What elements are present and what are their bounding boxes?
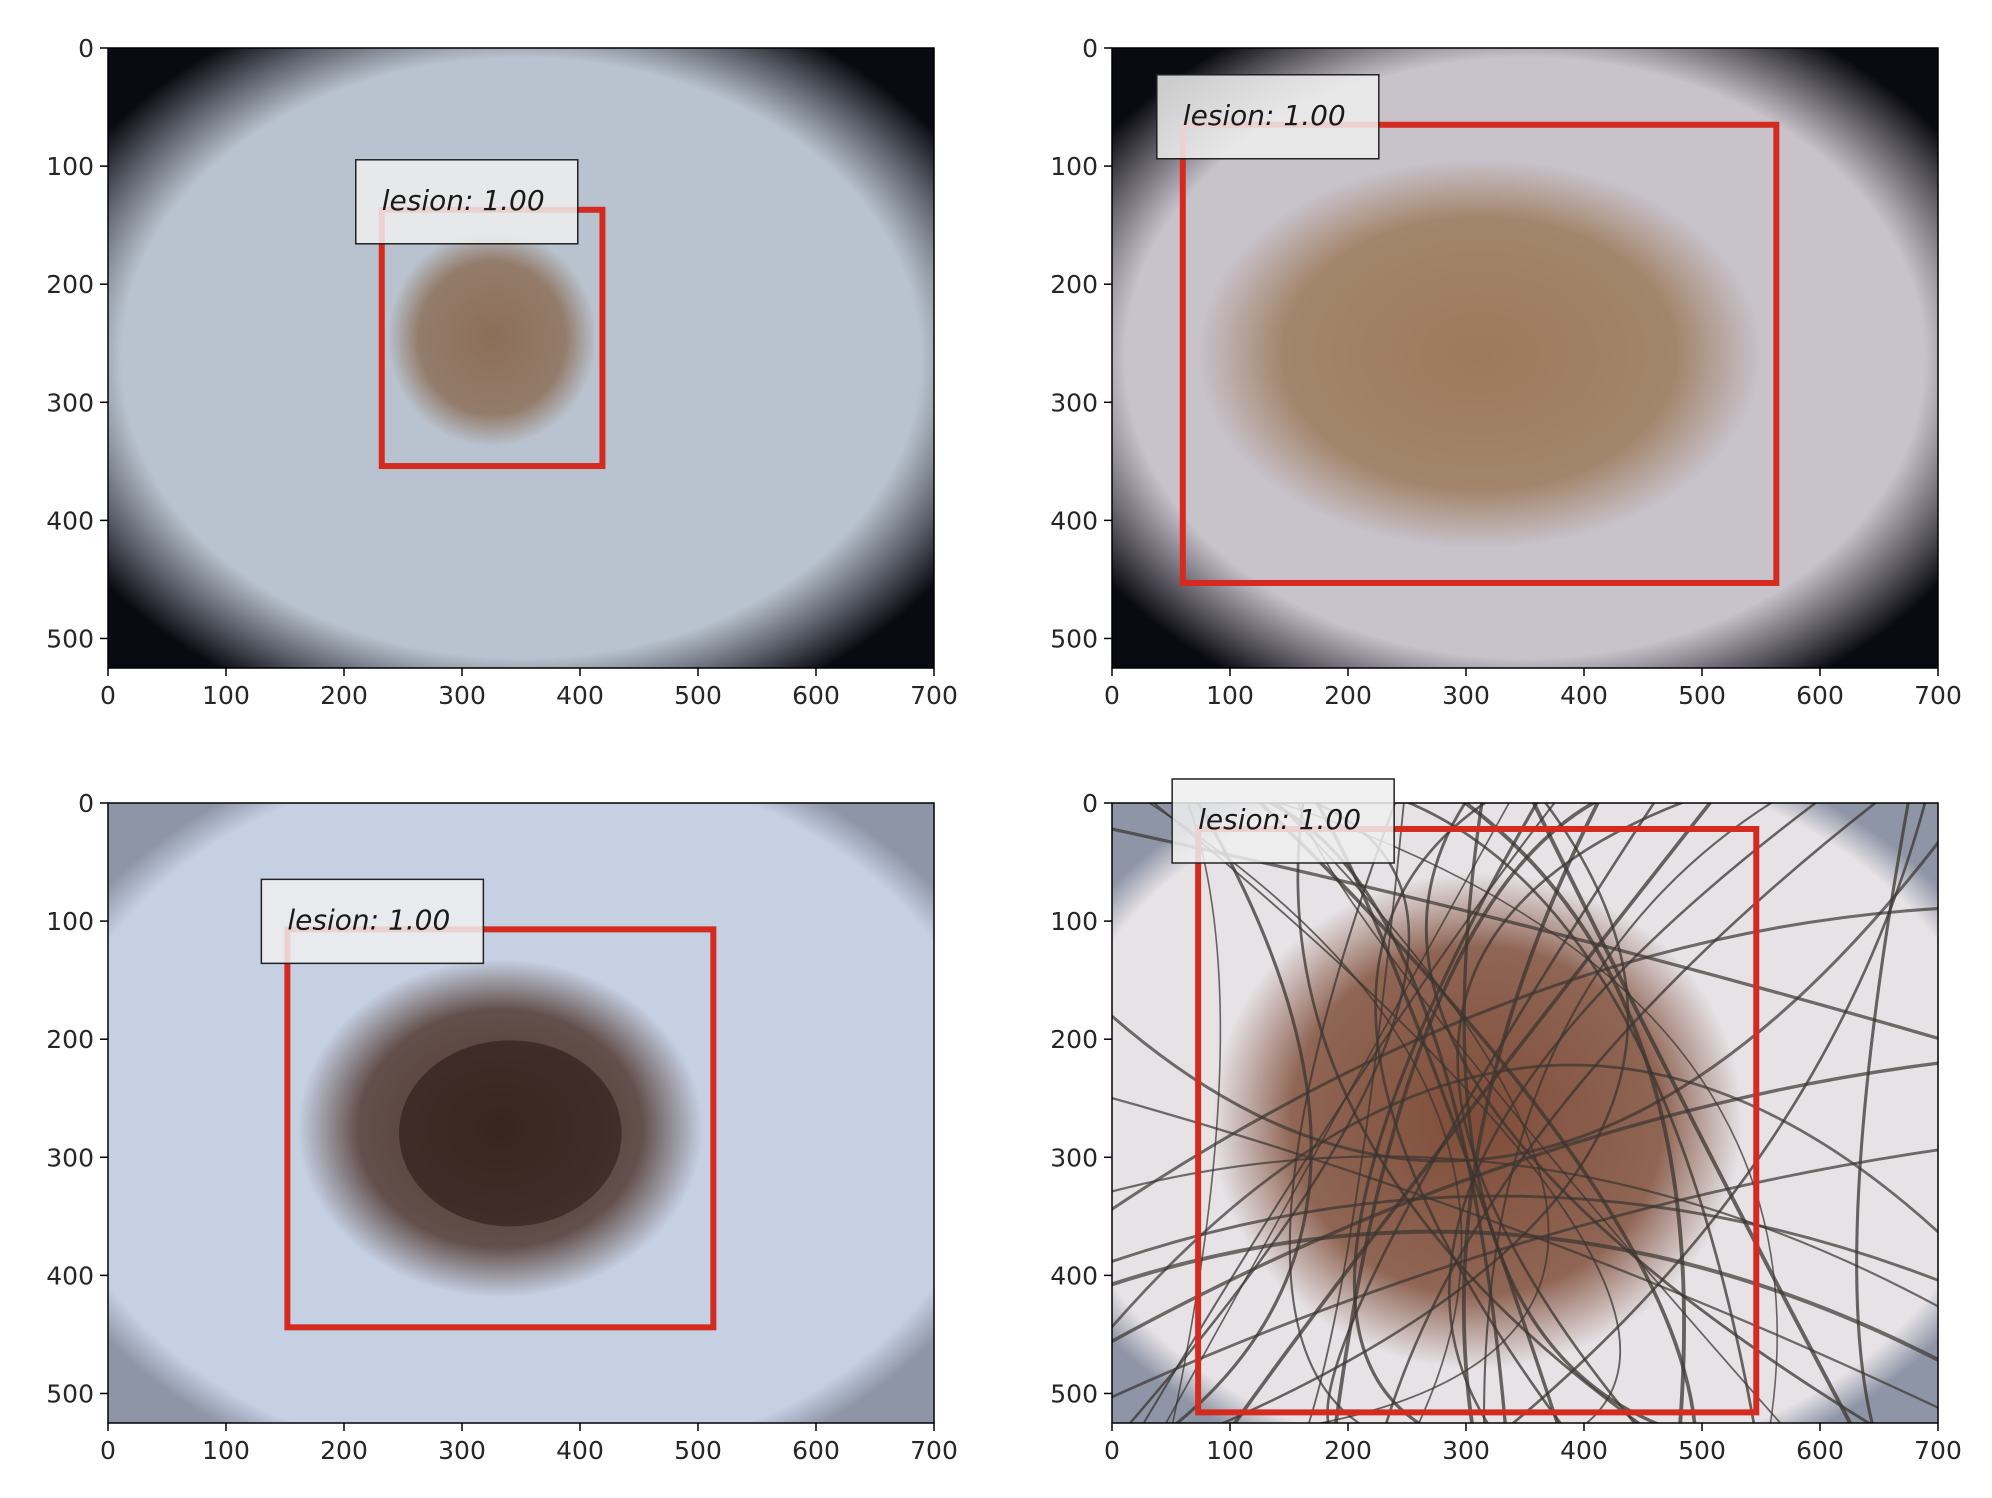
y-tick-label: 0	[1082, 34, 1098, 63]
x-tick-label: 500	[674, 1436, 722, 1465]
x-tick-label: 300	[1442, 681, 1490, 710]
x-tick-label: 200	[320, 1436, 368, 1465]
x-tick-label: 200	[1324, 1436, 1372, 1465]
x-tick-label: 0	[100, 1436, 116, 1465]
x-tick-label: 200	[320, 681, 368, 710]
detection-label: lesion: 1.00	[1198, 803, 1361, 836]
dermoscopy-image	[1112, 803, 1938, 1423]
x-tick-label: 0	[1104, 1436, 1120, 1465]
x-tick-label: 300	[438, 1436, 486, 1465]
detection-label-box	[1171, 778, 1395, 864]
y-tick-label: 200	[1050, 1025, 1098, 1054]
x-tick-label: 700	[910, 1436, 958, 1465]
detection-label-box	[260, 878, 485, 965]
axes-frame	[107, 802, 935, 1424]
y-tick-label: 500	[1050, 624, 1098, 653]
detection-box	[1179, 121, 1780, 586]
panel-1: 0 100 200 300 400 500 600 700 0 100 200 300 400 500 le…	[46, 34, 958, 710]
x-tick-label: 0	[1104, 681, 1120, 710]
x-tick-label: 100	[1206, 1436, 1254, 1465]
dermoscopy-image	[108, 48, 934, 668]
y-tick-label: 400	[1050, 506, 1098, 535]
x-tick-label: 500	[1678, 1436, 1726, 1465]
x-tick-label: 700	[1914, 681, 1962, 710]
y-tick-label: 200	[1050, 270, 1098, 299]
x-tick-label: 600	[1796, 1436, 1844, 1465]
x-tick-label: 600	[792, 1436, 840, 1465]
y-tick-label: 0	[1082, 789, 1098, 818]
x-tick-label: 600	[1796, 681, 1844, 710]
axes-frame	[1111, 802, 1939, 1424]
y-tick-label: 0	[78, 34, 94, 63]
x-tick-label: 400	[1560, 1436, 1608, 1465]
y-tick-label: 100	[46, 152, 94, 181]
x-tick-label: 700	[1914, 1436, 1962, 1465]
y-tick-label: 100	[46, 907, 94, 936]
detection-label: lesion: 1.00	[287, 903, 450, 936]
y-tick-label: 300	[46, 388, 94, 417]
x-tick-label: 400	[556, 681, 604, 710]
x-tick-label: 100	[1206, 681, 1254, 710]
hair-strands	[1112, 803, 1938, 1423]
y-tick-label: 0	[78, 789, 94, 818]
x-tick-label: 400	[556, 1436, 604, 1465]
x-tick-label: 100	[202, 1436, 250, 1465]
panel-4: 0 100 200 300 400 500 600 700 0 100 200 300 400 500 le…	[1050, 778, 1962, 1465]
y-tick-label: 300	[1050, 388, 1098, 417]
x-tick-label: 0	[100, 681, 116, 710]
y-tick-label: 500	[46, 624, 94, 653]
y-tick-label: 200	[46, 1025, 94, 1054]
dermoscopy-image	[108, 803, 934, 1423]
lesion	[1212, 872, 1743, 1369]
detection-box	[284, 926, 717, 1331]
x-tick-label: 200	[1324, 681, 1372, 710]
lesion	[1197, 159, 1762, 549]
detection-box	[1195, 825, 1760, 1416]
detection-label-box	[1156, 74, 1380, 160]
y-tick-label: 400	[46, 1261, 94, 1290]
y-tick-label: 100	[1050, 152, 1098, 181]
y-tick-label: 100	[1050, 907, 1098, 936]
axes-frame	[1111, 47, 1939, 669]
lesion	[387, 229, 597, 447]
detection-label: lesion: 1.00	[382, 184, 545, 217]
y-tick-label: 200	[46, 270, 94, 299]
y-tick-label: 500	[46, 1379, 94, 1408]
x-tick-label: 300	[1442, 1436, 1490, 1465]
detection-label: lesion: 1.00	[1183, 99, 1346, 132]
y-tick-label: 300	[46, 1143, 94, 1172]
x-tick-label: 100	[202, 681, 250, 710]
x-tick-label: 400	[1560, 681, 1608, 710]
detection-label-box	[355, 159, 579, 245]
x-tick-label: 300	[438, 681, 486, 710]
y-tick-label: 300	[1050, 1143, 1098, 1172]
x-tick-label: 500	[1678, 681, 1726, 710]
y-tick-label: 400	[1050, 1261, 1098, 1290]
panel-2: 0 100 200 300 400 500 600 700 0 100 200 300 400 500 le…	[1050, 34, 1962, 710]
x-tick-label: 500	[674, 681, 722, 710]
x-tick-label: 600	[792, 681, 840, 710]
panel-3: 0 100 200 300 400 500 600 700 0 100 200 300 400 500 le…	[46, 789, 958, 1465]
y-tick-label: 400	[46, 506, 94, 535]
axes-frame	[107, 47, 935, 669]
x-tick-label: 700	[910, 681, 958, 710]
y-tick-label: 500	[1050, 1379, 1098, 1408]
